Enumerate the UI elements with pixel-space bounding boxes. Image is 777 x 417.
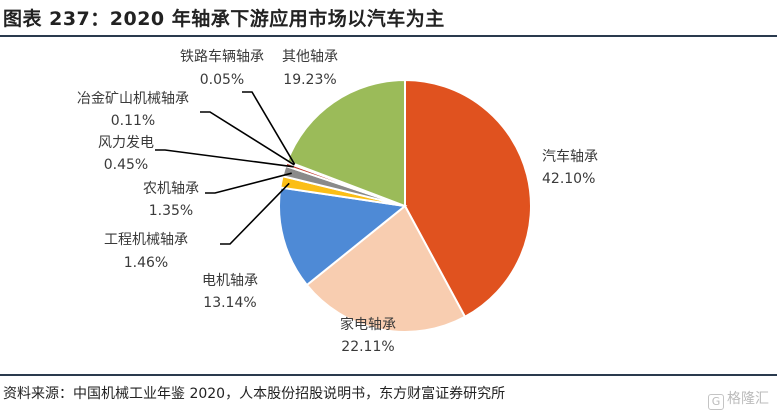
leader-line-6 xyxy=(155,149,294,168)
slice-name-label-3: 电机轴承 xyxy=(202,273,258,289)
slice-value-label-6: 0.45% xyxy=(104,157,148,173)
slice-value-label-7: 0.11% xyxy=(111,113,155,129)
pie-labels: 汽车轴承 42.10% 家电轴承 22.11% 电机轴承 13.14% 工程机械轴承 1.46… xyxy=(77,48,598,355)
watermark-text: 格隆汇 xyxy=(727,391,769,407)
slice-name-label-8: 铁路车辆轴承 xyxy=(180,48,264,65)
slice-value-label-3: 13.14% xyxy=(203,295,256,311)
pie-slices xyxy=(278,78,532,333)
slice-name-label-5: 农机轴承 xyxy=(143,181,199,197)
slice-name-label-7: 冶金矿山机械轴承 xyxy=(77,91,189,107)
slice-value-label-4: 1.46% xyxy=(124,255,168,271)
leader-line-7 xyxy=(200,111,295,166)
pie-slice-2 xyxy=(305,204,467,333)
slice-value-label-2: 22.11% xyxy=(341,339,394,355)
watermark: G 格隆汇 xyxy=(708,388,769,410)
slice-name-label-2: 家电轴承 xyxy=(340,316,396,333)
leader-line-5 xyxy=(205,172,292,194)
pie-slice-9 xyxy=(285,78,406,208)
slice-name-label-6: 风力发电 xyxy=(98,135,154,151)
page-title: 图表 237：2020 年轴承下游应用市场以汽车为主 xyxy=(3,8,445,30)
title-rule xyxy=(0,35,777,37)
slice-value-label-1: 42.10% xyxy=(542,171,595,187)
slice-value-label-5: 1.35% xyxy=(149,203,193,219)
slice-value-label-8: 0.05% xyxy=(200,72,244,88)
gelonghui-logo-icon: G xyxy=(708,394,724,410)
slice-name-label-9: 其他轴承 xyxy=(282,49,338,65)
slice-name-label-4: 工程机械轴承 xyxy=(104,232,188,248)
source-note: 资料来源：中国机械工业年鉴 2020，人本股份招股说明书，东方财富证券研究所 xyxy=(3,386,506,402)
pie-slice-1 xyxy=(404,78,532,319)
leader-line-4 xyxy=(220,182,290,245)
slice-name-label-1: 汽车轴承 xyxy=(542,148,598,165)
slice-value-label-9: 19.23% xyxy=(283,72,336,88)
source-rule xyxy=(0,374,777,376)
leader-line-8 xyxy=(242,91,296,165)
